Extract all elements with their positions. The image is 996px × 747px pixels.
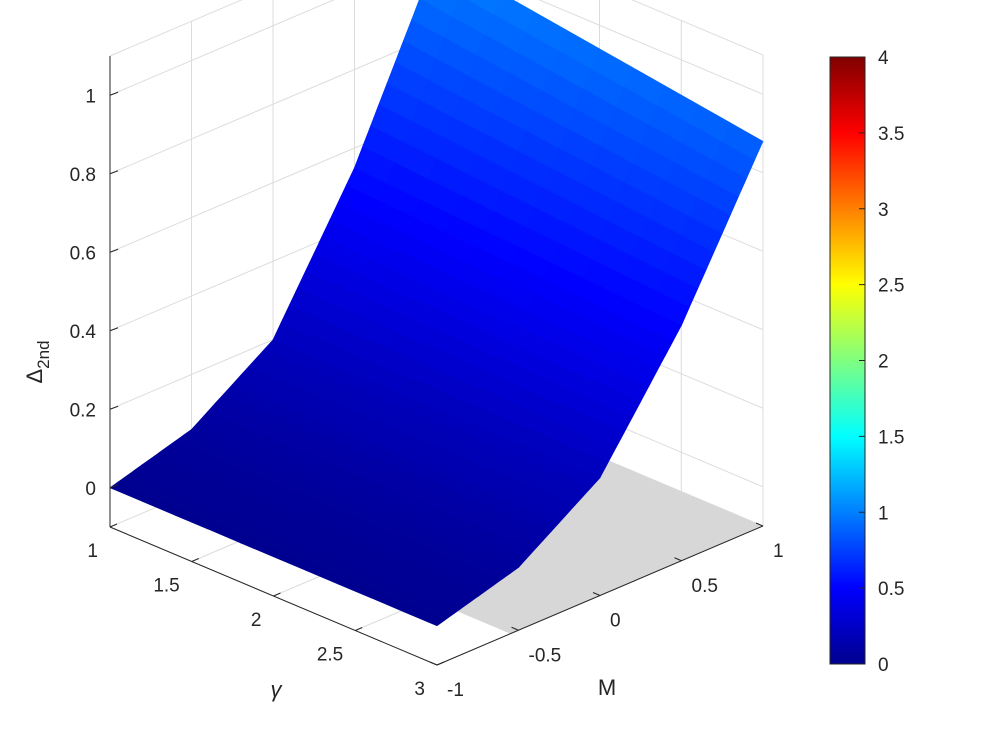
z-tick-label: 1 (85, 86, 96, 107)
surface-patch (721, 122, 764, 161)
colorbar-tick-label: 1 (878, 503, 889, 524)
surface-patch (467, 0, 500, 15)
y-tick-label: 2 (251, 610, 262, 631)
y-tick-mark (355, 627, 363, 631)
z-tick-mark (109, 327, 119, 332)
surface (109, 0, 764, 627)
z-tick-label: 0.6 (70, 243, 96, 264)
x-tick-label: -0.5 (529, 645, 562, 666)
grid-line (631, 0, 764, 56)
y-tick-mark (109, 523, 118, 528)
z-tick-label: 0 (85, 479, 96, 500)
y-tick-mark (436, 661, 445, 666)
colorbar-tick-label: 3.5 (878, 124, 904, 145)
colorbar: 0 0.5 1 1.5 2 2.5 3 3.5 4 (829, 48, 904, 676)
x-tick-mark (592, 592, 601, 596)
z-tick-label: 0.4 (70, 322, 97, 343)
z-tick-mark (109, 91, 119, 96)
z-tick-label: 0.2 (70, 400, 96, 421)
colorbar-tick-label: 3 (878, 200, 889, 221)
y-axis-label: γ (271, 677, 284, 702)
z-axis-label: Δ2nd (22, 340, 53, 383)
grid-line (109, 0, 243, 57)
y-tick-label: 3 (414, 679, 425, 700)
x-tick-mark (429, 661, 438, 666)
z-tick-mark (109, 484, 119, 489)
y-tick-mark (273, 592, 281, 597)
axis-labels: Δ2nd M γ (22, 340, 616, 702)
x-tick-mark (755, 522, 764, 527)
colorbar-tick-label: 0.5 (878, 579, 904, 600)
tick-labels: 0 0.2 0.4 0.6 0.8 1 1 1.5 2 2.5 3 -1 -0.5 0 0.5 1 (70, 86, 784, 701)
colorbar-tick-label: 0 (878, 655, 889, 676)
x-tick-label: 0 (610, 611, 621, 632)
z-axis-label-main: Δ (22, 369, 47, 384)
z-tick-label: 0.8 (70, 165, 96, 186)
colorbar-tick-label: 2 (878, 352, 889, 373)
colorbar-tick-label: 4 (878, 48, 889, 69)
y-tick-mark (191, 558, 199, 562)
y-tick-label: 2.5 (317, 645, 343, 666)
surface-patch (421, 0, 460, 17)
y-tick-label: 1.5 (153, 576, 179, 597)
z-axis-label-sub: 2nd (34, 340, 53, 368)
grid-line (109, 34, 437, 175)
x-tick-label: 0.5 (692, 576, 718, 597)
x-tick-mark (674, 557, 682, 562)
z-tick-mark (109, 405, 119, 410)
x-tick-label: -1 (447, 680, 464, 701)
y-tick-label: 1 (87, 541, 98, 562)
colorbar-tick-label: 2.5 (878, 276, 904, 297)
z-tick-mark (109, 248, 119, 253)
x-tick-mark (511, 626, 519, 631)
grid-line (109, 0, 335, 96)
grid-line (538, 0, 764, 95)
z-tick-mark (109, 170, 119, 175)
colorbar-tick-label: 1.5 (878, 427, 904, 448)
x-axis-label: M (598, 675, 616, 700)
x-tick-label: 1 (773, 541, 784, 562)
